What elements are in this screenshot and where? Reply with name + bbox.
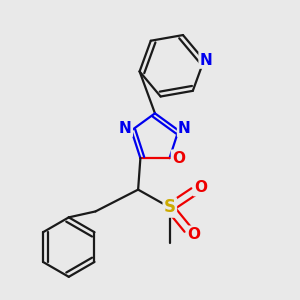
Text: O: O <box>172 151 185 166</box>
Text: S: S <box>164 199 176 217</box>
Text: O: O <box>187 227 200 242</box>
Text: N: N <box>119 121 132 136</box>
Text: N: N <box>200 52 212 68</box>
Text: O: O <box>194 180 207 195</box>
Text: N: N <box>178 121 191 136</box>
